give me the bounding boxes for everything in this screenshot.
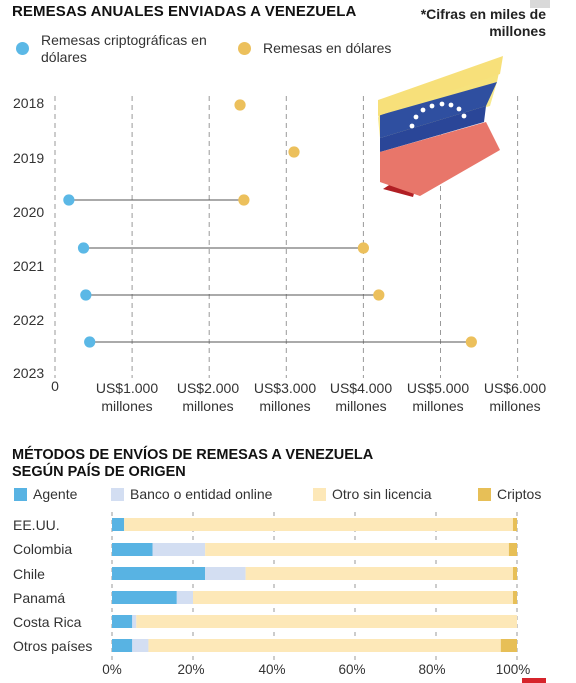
year-label-2021: 2021 xyxy=(13,258,45,274)
country-label-panama: Panamá xyxy=(13,590,66,606)
pct-tick-20: 20% xyxy=(177,662,205,677)
pct-tick-80: 80% xyxy=(418,662,446,677)
crypto-dot-2022 xyxy=(80,289,92,301)
bar-seg-0-2 xyxy=(112,567,206,580)
bar-seg-0-3 xyxy=(112,591,177,604)
country-label-chile: Chile xyxy=(13,566,45,582)
bar-seg-1-1 xyxy=(152,543,206,556)
bar-seg-2-4 xyxy=(136,615,518,628)
legend-agente-swatch xyxy=(14,488,27,501)
x-tick-3000: US$3.000 millones xyxy=(253,380,317,414)
bar-seg-3-2 xyxy=(512,567,517,580)
usd-dot-2021 xyxy=(357,242,369,254)
bar-seg-1-2 xyxy=(205,567,246,580)
bar-seg-2-5 xyxy=(148,639,501,652)
usd-dot-2020 xyxy=(238,194,250,206)
x-tick-6000: US$6.000 millones xyxy=(483,380,547,414)
country-label-costa-rica: Costa Rica xyxy=(13,614,82,630)
year-label-2022: 2022 xyxy=(13,312,45,328)
legend-agente-label: Agente xyxy=(33,486,78,502)
pct-tick-100: 100% xyxy=(495,662,531,677)
bar-seg-0-1 xyxy=(112,543,153,556)
x-tick-4000: US$4.000 millones xyxy=(329,380,393,414)
legend-usd-swatch xyxy=(238,42,251,55)
legend-crypto-label: Remesas criptográficas en dólares xyxy=(41,32,207,65)
usd-dot-2019 xyxy=(288,146,300,158)
bar-seg-1-3 xyxy=(176,591,193,604)
red-corner-mark xyxy=(522,678,546,683)
pct-tick-60: 60% xyxy=(338,662,366,677)
legend-otro-label: Otro sin licencia xyxy=(332,486,432,502)
legend-otro-swatch xyxy=(313,488,326,501)
bar-seg-3-5 xyxy=(500,639,517,652)
legend-criptos-label: Criptos xyxy=(497,486,542,502)
country-label-otros: Otros países xyxy=(13,638,93,654)
bar-seg-2-2 xyxy=(245,567,513,580)
bar-seg-1-4 xyxy=(132,615,137,628)
legend-banco-label: Banco o entidad online xyxy=(130,486,273,502)
year-label-2023: 2023 xyxy=(13,365,45,381)
legend-banco-swatch xyxy=(111,488,124,501)
x-tick-5000: US$5.000 millones xyxy=(406,380,470,414)
year-label-2018: 2018 xyxy=(13,95,45,111)
bar-seg-3-1 xyxy=(508,543,517,556)
x-tick-1000: US$1.000 millones xyxy=(95,380,159,414)
crypto-dot-2023 xyxy=(84,336,96,348)
bar-seg-3-3 xyxy=(512,591,517,604)
crypto-dot-2021 xyxy=(77,242,90,254)
x-tick-0: 0 xyxy=(51,378,59,394)
x-tick-2000: US$2.000 millones xyxy=(176,380,240,414)
pct-tick-40: 40% xyxy=(258,662,286,677)
legend-usd-label: Remesas en dólares xyxy=(263,40,392,56)
usd-dot-2018 xyxy=(234,99,246,111)
bar-seg-0-0 xyxy=(112,518,125,531)
bar-seg-0-4 xyxy=(112,615,133,628)
bar-seg-1-5 xyxy=(132,639,149,652)
legend-crypto-swatch xyxy=(16,42,29,55)
chart1-title: REMESAS ANUALES ENVIADAS A VENEZUELA xyxy=(12,3,357,20)
country-label-colombia: Colombia xyxy=(13,541,73,557)
year-label-2020: 2020 xyxy=(13,204,45,220)
chart1-note: *Cifras en miles de millones xyxy=(420,6,546,39)
usd-dot-2022 xyxy=(373,289,385,301)
bar-seg-0-5 xyxy=(112,639,133,652)
year-label-2019: 2019 xyxy=(13,150,45,166)
bar-seg-2-1 xyxy=(205,543,509,556)
venezuela-flag-illustration xyxy=(378,56,503,197)
corner-mark xyxy=(530,0,550,8)
chart2-title: MÉTODOS DE ENVÍOS DE REMESAS A VENEZUELA… xyxy=(12,447,374,480)
legend-criptos-swatch xyxy=(478,488,491,501)
bar-seg-3-0 xyxy=(512,518,517,531)
crypto-dot-2020 xyxy=(63,194,75,206)
usd-dot-2023 xyxy=(465,336,477,348)
bar-seg-2-0 xyxy=(124,518,513,531)
bar-seg-2-3 xyxy=(193,591,513,604)
country-label-eeuu: EE.UU. xyxy=(13,517,60,533)
pct-tick-0: 0% xyxy=(102,662,122,677)
